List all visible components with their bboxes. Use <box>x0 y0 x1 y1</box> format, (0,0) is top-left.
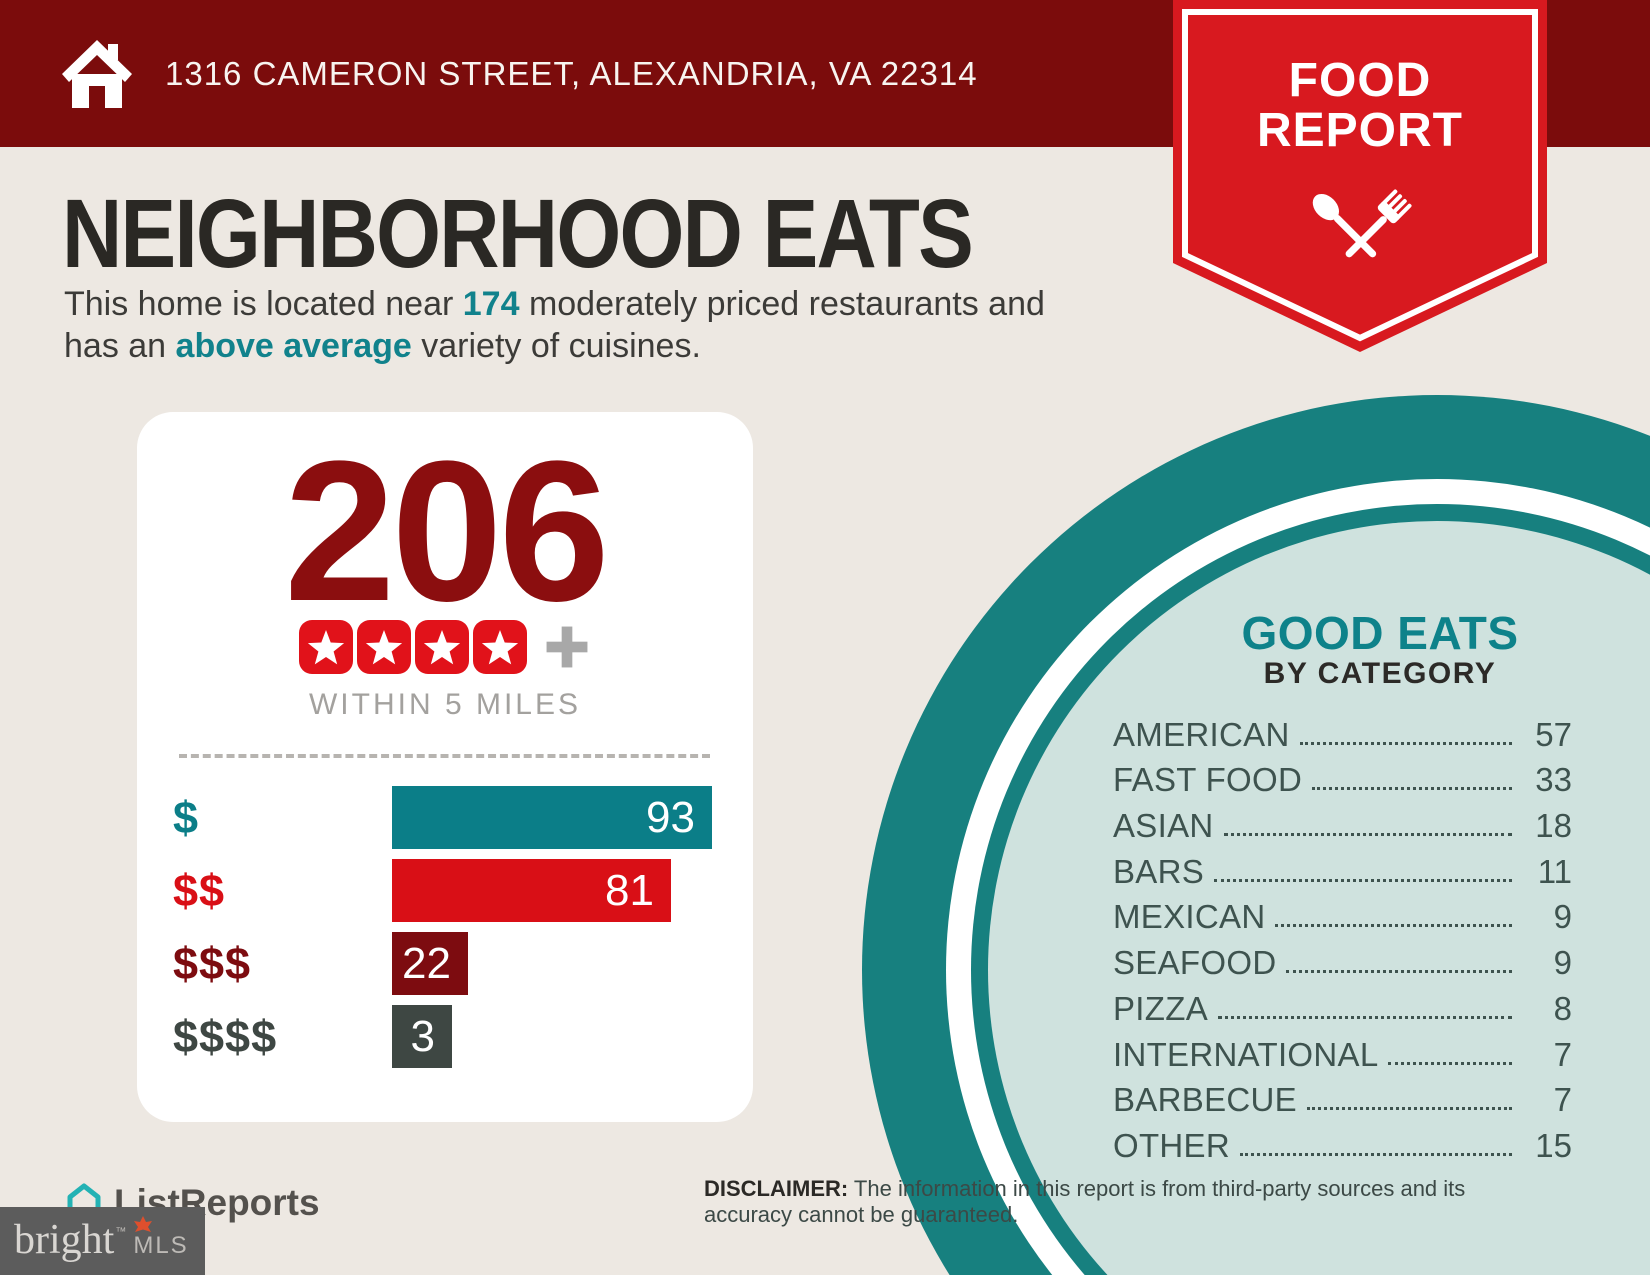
price-tier-label: $$$ <box>173 937 252 989</box>
total-restaurants: 206 <box>284 420 610 643</box>
category-label: ASIAN <box>1113 807 1214 845</box>
category-label: PIZZA <box>1113 989 1209 1027</box>
category-value: 9 <box>1553 944 1572 982</box>
plus-icon <box>546 626 588 668</box>
good-eats-subtitle: BY CATEGORY <box>1263 657 1497 690</box>
category-value: 9 <box>1553 898 1572 936</box>
page-title: NEIGHBORHOOD EATS <box>62 179 974 288</box>
intro-sentence: This home is located near 174 moderately… <box>64 283 1045 367</box>
ribbon-title-line2: REPORT <box>1256 104 1463 157</box>
utensils-icon <box>1312 189 1412 258</box>
intro-text: variety of cuisines. <box>411 327 701 365</box>
category-label: SEAFOOD <box>1113 944 1277 982</box>
bar-row: $$ 81 <box>173 859 743 922</box>
bar-value: 3 <box>410 1011 435 1061</box>
category-row: SEAFOOD 9 <box>1113 936 1572 982</box>
dotted-leader <box>1223 833 1512 837</box>
bar-value: 93 <box>646 792 695 842</box>
category-value: 57 <box>1535 715 1572 753</box>
intro-text: moderately priced restaurants and <box>519 285 1045 323</box>
ribbon-shape <box>1173 0 1547 352</box>
category-row: MEXICAN 9 <box>1113 891 1572 937</box>
category-label: BARBECUE <box>1113 1081 1297 1119</box>
ribbon-title-line1: FOOD <box>1288 54 1432 107</box>
dotted-leader <box>1299 741 1512 745</box>
star-rating <box>137 620 753 674</box>
bar-row: $$$$ 3 <box>173 1005 743 1068</box>
category-row: BARS 11 <box>1113 845 1572 891</box>
star-icon <box>299 620 353 674</box>
intro-text: has an <box>64 327 176 365</box>
star-icon <box>473 620 527 674</box>
maple-leaf-icon <box>134 1216 152 1232</box>
category-label: OTHER <box>1113 1126 1230 1164</box>
category-label: BARS <box>1113 852 1205 890</box>
category-label: FAST FOOD <box>1113 761 1303 799</box>
listreports-house-icon <box>67 1183 101 1221</box>
property-address: 1316 CAMERON STREET, ALEXANDRIA, VA 2231… <box>165 55 978 92</box>
price-tier-label: $$$$ <box>173 1010 278 1062</box>
price-tier-label: $$ <box>173 864 226 916</box>
disclaimer: DISCLAIMER: The information in this repo… <box>704 1176 1465 1228</box>
category-value: 15 <box>1535 1126 1572 1164</box>
category-row: BARBECUE 7 <box>1113 1074 1572 1120</box>
category-value: 7 <box>1553 1081 1572 1119</box>
good-eats-list: AMERICAN 57 FAST FOOD 33 ASIAN 18 BARS 11 MEXICA… <box>1113 708 1572 1165</box>
radius-caption: WITHIN 5 MILES <box>308 688 582 721</box>
bright-mls-logo: bright ™ MLS <box>0 1207 205 1275</box>
bar: 3 <box>392 1005 452 1068</box>
category-value: 18 <box>1535 807 1572 845</box>
trademark-symbol: ™ <box>115 1226 127 1238</box>
good-eats-title: GOOD EATS <box>1241 607 1519 659</box>
bar-row: $93 <box>173 786 743 849</box>
category-value: 8 <box>1553 989 1572 1027</box>
category-row: PIZZA 8 <box>1113 982 1572 1028</box>
disclaimer-line2: accuracy cannot be guaranteed. <box>704 1202 1019 1227</box>
intro-text: This home is located near <box>64 285 463 323</box>
mls-wordmark: MLS <box>133 1232 189 1259</box>
category-row: FAST FOOD 33 <box>1113 754 1572 800</box>
dotted-leader <box>1286 970 1512 974</box>
dotted-leader <box>1218 1015 1512 1019</box>
bar: 81 <box>392 859 671 922</box>
category-label: INTERNATIONAL <box>1113 1035 1379 1073</box>
disclaimer-line1: The information in this report is from t… <box>848 1176 1466 1201</box>
dotted-leader <box>1388 1061 1512 1065</box>
category-row: INTERNATIONAL 7 <box>1113 1028 1572 1074</box>
bar-row: $$$ 22 <box>173 932 743 995</box>
star-icon <box>415 620 469 674</box>
category-row: AMERICAN 57 <box>1113 708 1572 754</box>
dashed-divider <box>179 754 710 758</box>
disclaimer-label: DISCLAIMER: <box>704 1176 849 1201</box>
bar-value: 22 <box>402 938 451 988</box>
dotted-leader <box>1275 924 1512 928</box>
price-tier-label: $ <box>173 791 200 843</box>
category-value: 7 <box>1553 1035 1572 1073</box>
summary-card: 206 WITHIN 5 MILES $93 $$ 81 $$$ 22 $$$$ 3 <box>137 412 753 1122</box>
variety-highlight: above average <box>175 327 412 365</box>
bar-value: 81 <box>605 865 654 915</box>
star-icon <box>357 620 411 674</box>
category-row: OTHER 15 <box>1113 1119 1572 1165</box>
dotted-leader <box>1214 878 1512 882</box>
bright-wordmark: bright <box>14 1217 115 1263</box>
category-label: MEXICAN <box>1113 898 1266 936</box>
food-report-ribbon: FOOD REPORT <box>1173 0 1547 358</box>
dotted-leader <box>1240 1152 1512 1156</box>
dotted-leader <box>1306 1107 1512 1111</box>
bar: 22 <box>392 932 468 995</box>
bar: 93 <box>392 786 712 849</box>
category-value: 11 <box>1537 852 1572 890</box>
restaurant-count: 174 <box>462 285 520 323</box>
price-tier-chart: $93 $$ 81 $$$ 22 $$$$ 3 <box>173 786 743 1078</box>
category-row: ASIAN 18 <box>1113 799 1572 845</box>
dotted-leader <box>1312 787 1512 791</box>
category-value: 33 <box>1535 761 1572 799</box>
category-label: AMERICAN <box>1113 715 1290 753</box>
home-icon <box>62 40 132 108</box>
